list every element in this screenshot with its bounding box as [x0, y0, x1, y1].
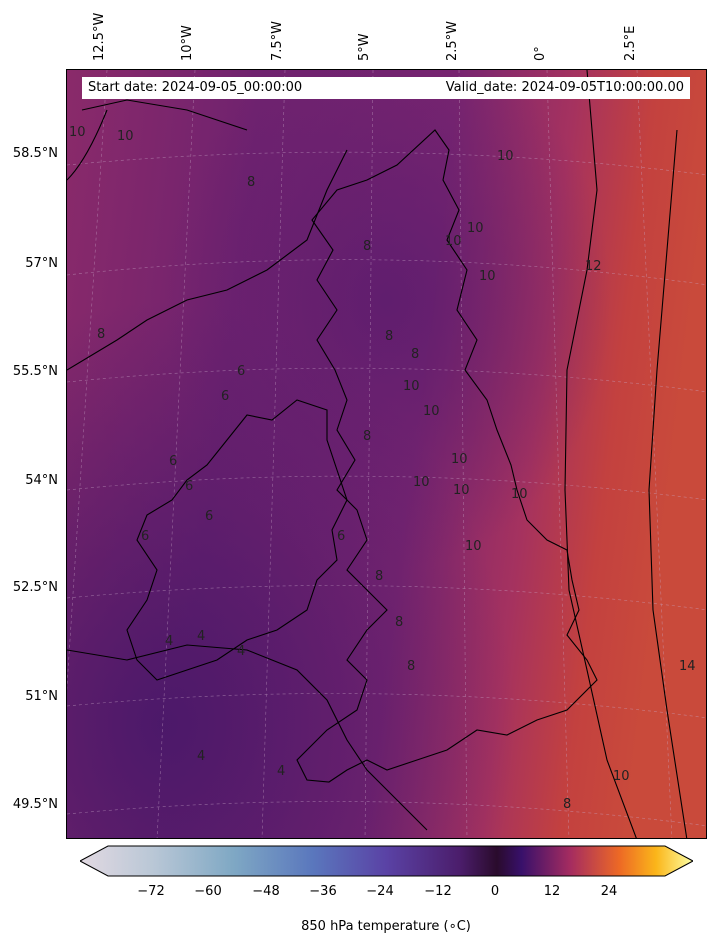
- contour-label: 4: [197, 629, 205, 644]
- contour-label: 10: [445, 234, 462, 249]
- lon-label-5w: 5°W: [357, 33, 372, 61]
- contour-label: 6: [141, 529, 149, 544]
- contour-label: 10: [413, 475, 430, 490]
- contour-label: 6: [205, 509, 213, 524]
- contour-label: 10: [479, 269, 496, 284]
- contour-label: 4: [237, 644, 245, 659]
- contour-label: 12: [585, 259, 602, 274]
- map-panel[interactable]: 10 10 8 8 8 10 10 10 10 12 8 10 8 6 6 10…: [66, 69, 707, 839]
- contour-label: 8: [395, 615, 403, 630]
- lon-label-2-5e: 2.5°E: [623, 25, 638, 61]
- colorbar-tick: −48: [252, 884, 280, 899]
- lon-label-7-5w: 7.5°W: [270, 20, 285, 61]
- lon-label-12-5w: 12.5°W: [92, 12, 107, 61]
- colorbar-tick: 0: [490, 884, 500, 899]
- coastlines: [67, 70, 688, 838]
- colorbar-tick: −24: [366, 884, 394, 899]
- contour-label: 10: [467, 221, 484, 236]
- contour-label: 6: [237, 364, 245, 379]
- contour-label: 10: [511, 487, 528, 502]
- contour-label: 10: [69, 125, 86, 140]
- colorbar-label: 850 hPa temperature (∘C): [301, 919, 471, 934]
- contour-label: 8: [407, 659, 415, 674]
- contour-label: 10: [423, 404, 440, 419]
- contour-label: 6: [337, 529, 345, 544]
- contour-label: 10: [613, 769, 630, 784]
- valid-date-label: Valid_date: 2024-09-05T10:00:00.00: [445, 80, 684, 95]
- contour-label: 6: [185, 479, 193, 494]
- contour-labels: 10 10 8 8 8 10 10 10 10 12 8 10 8 6 6 10…: [69, 125, 696, 812]
- lat-label-52-5n: 52.5°N: [12, 580, 58, 595]
- temperature-field: 10 10 8 8 8 10 10 10 10 12 8 10 8 6 6 10…: [67, 70, 706, 838]
- contour-label: 14: [679, 659, 696, 674]
- contour-label: 8: [247, 175, 255, 190]
- colorbar-tick: −72: [137, 884, 165, 899]
- contour-label: 8: [563, 797, 571, 812]
- contour-label: 8: [363, 239, 371, 254]
- contour-label: 4: [165, 634, 173, 649]
- contour-label: 10: [451, 452, 468, 467]
- contour-label: 4: [197, 749, 205, 764]
- colorbar-tick: −60: [194, 884, 222, 899]
- colorbar-tick: 24: [600, 884, 618, 899]
- contour-label: 8: [97, 327, 105, 342]
- lon-label-10w: 10°W: [180, 25, 195, 61]
- contour-label: 4: [277, 764, 285, 779]
- lat-label-54n: 54°N: [25, 473, 58, 488]
- lat-label-57n: 57°N: [25, 256, 58, 271]
- date-info-box: Start date: 2024-09-05_00:00:00 Valid_da…: [82, 77, 690, 99]
- contour-label: 6: [169, 454, 177, 469]
- lat-label-55-5n: 55.5°N: [12, 364, 58, 379]
- lat-label-49-5n: 49.5°N: [12, 797, 58, 812]
- contour-label: 10: [497, 149, 514, 164]
- lat-label-51n: 51°N: [25, 689, 58, 704]
- colorbar-tick: 12: [543, 884, 561, 899]
- lat-label-58-5n: 58.5°N: [12, 146, 58, 161]
- contour-label: 8: [375, 569, 383, 584]
- contour-label: 10: [465, 539, 482, 554]
- colorbar: [80, 845, 693, 877]
- contour-label: 8: [385, 329, 393, 344]
- contour-label: 8: [411, 347, 419, 362]
- contour-label: 10: [117, 129, 134, 144]
- lon-label-2-5w: 2.5°W: [445, 20, 460, 61]
- contour-label: 10: [403, 379, 420, 394]
- start-date-label: Start date: 2024-09-05_00:00:00: [88, 80, 303, 95]
- colorbar-tick: −36: [309, 884, 337, 899]
- graticule: [67, 70, 706, 838]
- contour-label: 8: [363, 429, 371, 444]
- colorbar-tick: −12: [424, 884, 452, 899]
- lon-label-0: 0°: [533, 46, 548, 61]
- contour-label: 6: [221, 389, 229, 404]
- contour-label: 10: [453, 483, 470, 498]
